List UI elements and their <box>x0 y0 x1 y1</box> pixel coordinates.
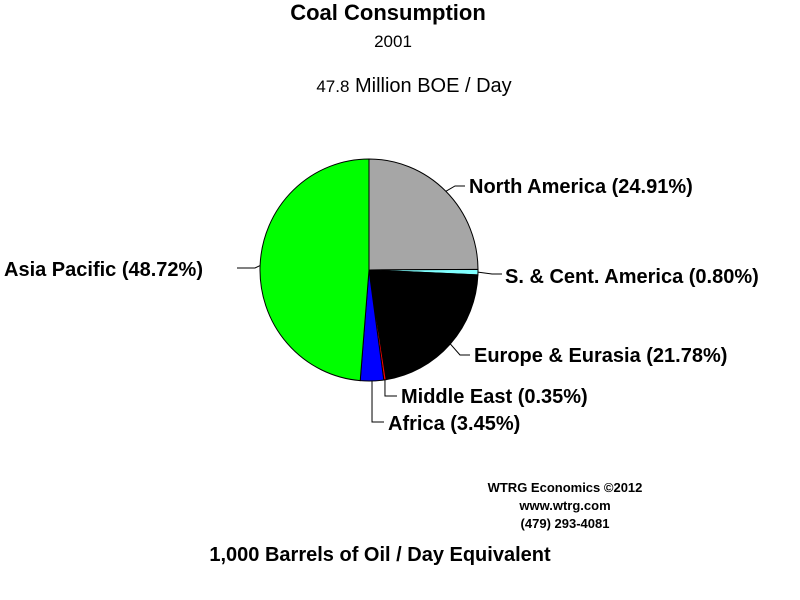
pie-slices <box>259 158 479 382</box>
leader-lines <box>237 185 502 423</box>
slice-label-asia-pacific: Asia Pacific (48.72%) <box>4 259 203 281</box>
pie-slice-europe-eurasia <box>368 269 479 381</box>
leader-line-europe-eurasia <box>449 343 470 356</box>
chart-footer: 1,000 Barrels of Oil / Day Equivalent <box>209 544 551 566</box>
slice-label-middle-east: Middle East (0.35%) <box>401 386 588 408</box>
slice-label-europe-eurasia: Europe & Eurasia (21.78%) <box>474 345 727 367</box>
slice-label-north-america: North America (24.91%) <box>469 176 693 198</box>
pie-slice-north-america <box>368 158 479 271</box>
chart-subtitle: 2001 <box>374 32 412 51</box>
slice-label-africa: Africa (3.45%) <box>388 413 520 435</box>
leader-line-north-america <box>445 185 465 192</box>
slice-label-s-cent-america: S. & Cent. America (0.80%) <box>505 266 759 288</box>
credit-block: WTRG Economics ©2012 www.wtrg.com (479) … <box>440 479 690 533</box>
leader-line-s-cent-america <box>477 271 502 275</box>
credit-phone: (479) 293-4081 <box>520 516 610 531</box>
total-unit: Million BOE / Day <box>354 75 512 97</box>
total-value: 47.8 <box>316 77 350 96</box>
leader-line-africa <box>371 380 384 423</box>
credit-website: www.wtrg.com <box>519 498 611 513</box>
leader-line-middle-east <box>384 379 397 397</box>
credit-company: WTRG Economics ©2012 <box>487 480 643 495</box>
total-line: 47.8 Million BOE / Day <box>0 75 800 98</box>
pie-slice-asia-pacific <box>259 158 370 382</box>
chart-title: Coal Consumption <box>290 0 486 25</box>
leader-line-asia-pacific <box>237 265 261 269</box>
